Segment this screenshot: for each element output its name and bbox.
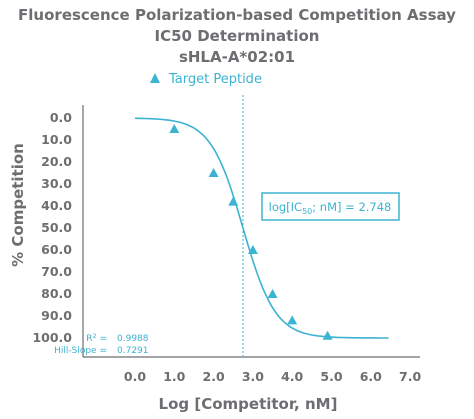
- hill-slope-value: 0.7291: [117, 346, 149, 356]
- y-tick-label: 40.0: [41, 198, 72, 213]
- y-tick-label: 90.0: [41, 308, 72, 323]
- chart-title-line1: Fluorescence Polarization-based Competit…: [18, 6, 456, 24]
- y-tick-label: 70.0: [41, 264, 72, 279]
- data-point-triangle: [247, 245, 258, 254]
- y-tick-label: 80.0: [41, 286, 72, 301]
- fit-curve: [135, 117, 389, 339]
- y-tick-labels: 0.0 10.0 20.0 30.0 40.0 50.0 60.0 70.0 80.0 90.0 1…: [32, 110, 72, 345]
- x-tick-labels: 0.0 1.0 2.0 3.0 4.0 5.0 6.0 7.0: [124, 369, 422, 384]
- y-axis-title: % Competition: [9, 143, 27, 267]
- data-point-triangle: [322, 330, 333, 340]
- y-tick-label: 50.0: [41, 220, 72, 235]
- x-axis-title: Log [Competitor, nM]: [159, 395, 338, 413]
- y-tick-label: 20.0: [41, 154, 72, 169]
- x-tick-label: 5.0: [320, 369, 342, 384]
- x-tick-label: 4.0: [281, 369, 303, 384]
- y-tick-label: 30.0: [41, 176, 72, 191]
- legend: Target Peptide: [150, 72, 262, 87]
- r2-value: 0.9988: [117, 334, 149, 344]
- x-tick-label: 2.0: [203, 369, 225, 384]
- data-point-triangle: [267, 289, 278, 298]
- data-point-triangle: [208, 168, 219, 177]
- data-point-triangle: [228, 196, 239, 206]
- hill-slope-label: Hill-Slope =: [54, 346, 107, 356]
- y-tick-label: 10.0: [41, 132, 72, 147]
- x-tick-label: 1.0: [163, 369, 185, 384]
- y-tick-label: 100.0: [32, 330, 72, 345]
- x-tick-label: 0.0: [124, 369, 146, 384]
- x-tick-label: 7.0: [399, 369, 421, 384]
- x-tick-label: 6.0: [360, 369, 382, 384]
- chart-title-line2: IC50 Determination: [155, 27, 320, 45]
- y-tick-label: 0.0: [50, 110, 72, 125]
- x-tick-label: 3.0: [242, 369, 264, 384]
- data-points: [169, 124, 333, 340]
- fit-stats: R2 = 0.9988 Hill-Slope = 0.7291: [54, 332, 149, 356]
- data-point-triangle: [287, 315, 298, 325]
- ic50-box: log[IC50; nM] = 2.748: [261, 192, 400, 221]
- legend-label: Target Peptide: [168, 72, 262, 87]
- y-tick-label: 60.0: [41, 242, 72, 257]
- plot-area: 0.0 10.0 20.0 30.0 40.0 50.0 60.0 70.0 80.0 90.0 1…: [32, 95, 421, 384]
- ic50-label: log[IC50; nM] = 2.748: [269, 200, 392, 216]
- legend-triangle-icon: [150, 73, 160, 83]
- ic50-box-frame: [261, 192, 400, 221]
- chart-title-line3: sHLA-A*02:01: [179, 48, 295, 66]
- data-point-triangle: [169, 124, 180, 133]
- r2-label: R2 =: [86, 332, 107, 344]
